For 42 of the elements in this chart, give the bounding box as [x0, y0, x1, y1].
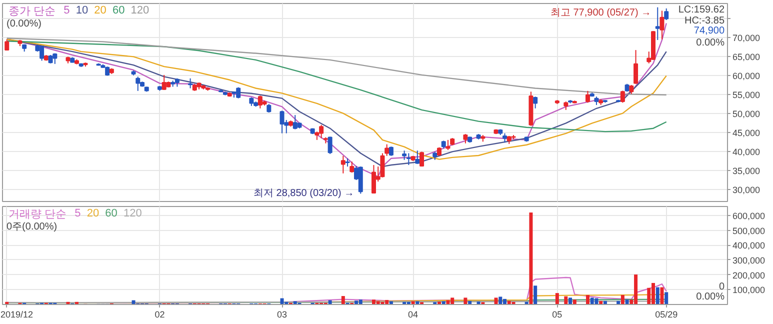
- legend-title: 종가 단순: [8, 6, 56, 18]
- text: 20: [86, 208, 100, 220]
- annotation: HC:-3.85: [684, 16, 725, 26]
- annotation: 최고 77,900 (05/27) →: [550, 7, 652, 18]
- x-tick-label: 03: [277, 310, 288, 320]
- y-tick-label: 400,000: [732, 240, 766, 251]
- y-tick-label: 40,000: [732, 146, 760, 157]
- y-tick-label: 200,000: [732, 270, 766, 280]
- annotation: (0.00%): [6, 18, 42, 30]
- y-tick-label: 45,000: [732, 128, 760, 138]
- x-tick-label: 02: [154, 310, 165, 320]
- x-tick-label: 2019/12: [0, 310, 34, 320]
- annotation: 최저 28,850 (03/20) →: [253, 188, 354, 200]
- text: 20: [94, 4, 106, 16]
- text: 120: [130, 4, 150, 16]
- y-tick-label: 500,000: [732, 226, 766, 236]
- text: 10: [76, 4, 88, 16]
- text: 120: [123, 208, 142, 220]
- y-tick-label: 60,000: [732, 70, 760, 81]
- text: 60: [112, 4, 125, 16]
- text: 60: [105, 208, 118, 220]
- text: 5: [74, 208, 81, 220]
- y-tick-label: 55,000: [732, 90, 760, 100]
- x-tick-label: 05: [552, 310, 562, 320]
- annotation: 0.00%: [696, 292, 725, 302]
- legend-title: 거래량 단순: [8, 208, 67, 220]
- annotation: 0: [718, 282, 725, 292]
- y-tick-label: 65,000: [732, 52, 760, 62]
- annotation: 74,900: [694, 26, 725, 36]
- annotation: 0주(0.00%): [6, 222, 58, 232]
- y-tick-label: 35,000: [732, 166, 760, 176]
- annotation: LC:159.62: [678, 4, 725, 16]
- x-tick-label: 04: [408, 310, 418, 320]
- x-tick-label: 05/29: [655, 310, 678, 320]
- y-tick-label: 600,000: [732, 210, 766, 221]
- y-tick-label: 50,000: [732, 108, 760, 119]
- y-tick-label: 100,000: [732, 285, 766, 296]
- y-tick-label: 300,000: [732, 255, 766, 266]
- y-tick-label: 30,000: [732, 184, 760, 195]
- y-tick-label: 70,000: [732, 32, 760, 43]
- annotation: 0.00%: [696, 38, 725, 48]
- text: 5: [64, 4, 70, 16]
